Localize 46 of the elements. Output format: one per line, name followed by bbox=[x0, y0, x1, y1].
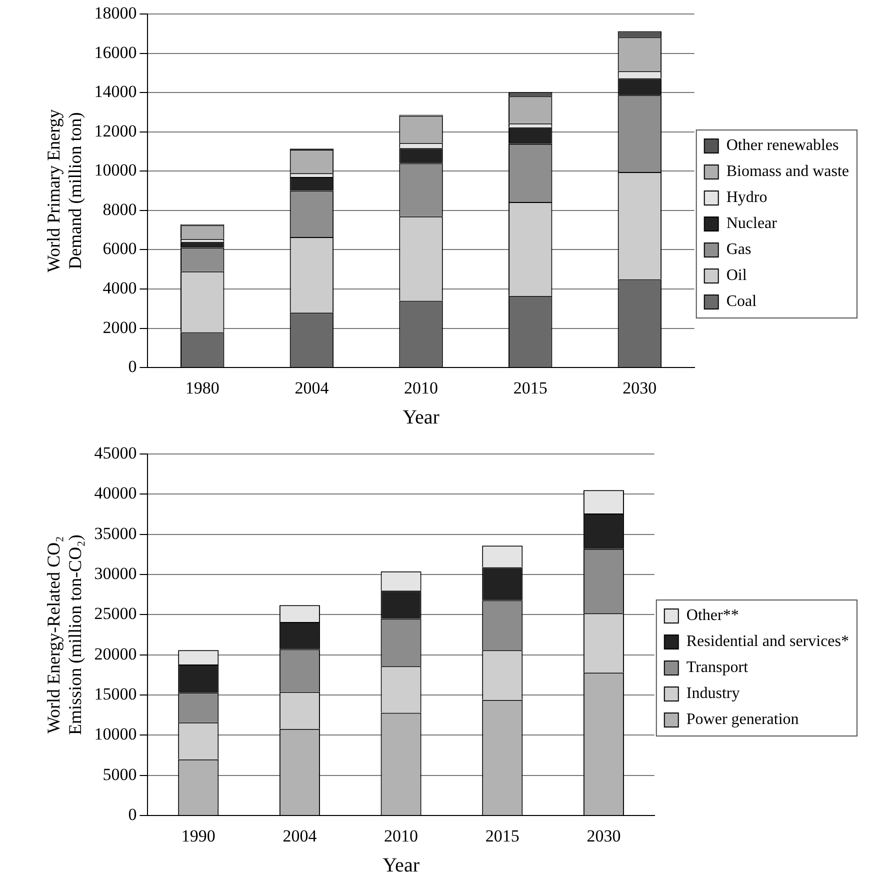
legend-label: Oil bbox=[726, 267, 748, 284]
y-tick-label: 15000 bbox=[94, 684, 137, 704]
x-tick-label: 2004 bbox=[282, 826, 318, 846]
y-tick-label: 12000 bbox=[94, 121, 137, 140]
y-tick-label: 6000 bbox=[102, 239, 137, 258]
y-tick-label: 40000 bbox=[94, 484, 137, 503]
legend-label: Power generation bbox=[686, 711, 799, 728]
y-tick-label: 5000 bbox=[102, 764, 137, 784]
y-tick-label: 10000 bbox=[94, 724, 137, 744]
y-tick-label: 25000 bbox=[94, 604, 137, 624]
x-tick-label: 1980 bbox=[185, 378, 220, 398]
x-tick-label: 2004 bbox=[294, 378, 330, 398]
y-tick-label: 30000 bbox=[94, 564, 137, 583]
legend-label: Industry bbox=[686, 685, 740, 702]
y-axis-title: World Primary Energy Demand (million ton) bbox=[44, 109, 86, 272]
y-tick-label: 4000 bbox=[102, 278, 137, 298]
x-tick-label: 2010 bbox=[384, 826, 418, 846]
y-tick-label: 8000 bbox=[102, 200, 137, 219]
legend-label: Gas bbox=[726, 241, 752, 258]
legend-label: Other renewables bbox=[726, 137, 839, 154]
y-tick-label: 14000 bbox=[94, 82, 137, 102]
y-tick-label: 2000 bbox=[102, 318, 137, 337]
y-tick-label: 35000 bbox=[94, 524, 137, 543]
legend-label: Nuclear bbox=[726, 215, 778, 232]
y-tick-label: 18000 bbox=[94, 3, 137, 22]
legend-label: Other** bbox=[686, 607, 739, 624]
x-tick-label: 2015 bbox=[513, 378, 548, 398]
x-tick-label: 2010 bbox=[404, 378, 438, 398]
legend-label: Hydro bbox=[726, 189, 768, 206]
legend-label: Residential and services* bbox=[686, 633, 850, 650]
y-tick-label: 0 bbox=[128, 805, 137, 824]
x-axis-title: Year bbox=[382, 854, 420, 876]
legend-label: Biomass and waste bbox=[726, 163, 850, 180]
y-tick-label: 45000 bbox=[94, 443, 137, 462]
y-tick-label: 0 bbox=[128, 357, 137, 376]
y-tick-label: 16000 bbox=[94, 42, 137, 62]
x-axis-title: Year bbox=[402, 406, 440, 428]
x-tick-label: 2030 bbox=[586, 826, 621, 846]
x-tick-label: 2030 bbox=[622, 378, 657, 398]
x-tick-label: 1990 bbox=[181, 826, 216, 846]
y-tick-label: 10000 bbox=[94, 160, 137, 180]
x-tick-label: 2015 bbox=[485, 826, 520, 846]
legend-label: Coal bbox=[726, 293, 758, 310]
y-tick-label: 20000 bbox=[94, 644, 137, 664]
legend-label: Transport bbox=[686, 659, 749, 676]
y-axis-title: World Energy-Related CO₂ Emission (million ton-CO₂) bbox=[44, 534, 86, 735]
